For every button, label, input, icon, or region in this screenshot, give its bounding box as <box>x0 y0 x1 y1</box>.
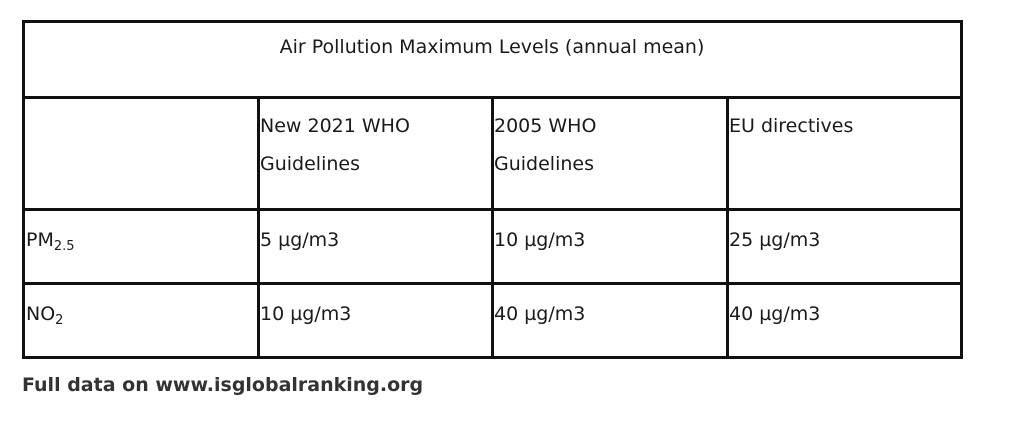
table-cell: 25 µg/m3 <box>729 229 821 251</box>
table-cell: 40 µg/m3 <box>494 303 586 325</box>
row-line <box>22 282 963 285</box>
column-header: New 2021 WHO Guidelines <box>260 115 410 175</box>
column-line <box>257 96 260 358</box>
column-header: 2005 WHO Guidelines <box>494 115 597 175</box>
column-header: EU directives <box>729 115 854 137</box>
row-line <box>22 208 963 211</box>
table-title: Air Pollution Maximum Levels (annual mea… <box>279 36 705 58</box>
table-cell: 5 µg/m3 <box>260 229 340 251</box>
row-label: NO2 <box>26 295 63 333</box>
row-label-text: PM <box>26 229 54 251</box>
column-line <box>491 96 494 358</box>
row-label-text: NO <box>26 303 56 325</box>
title-row-border <box>22 20 963 99</box>
table-cell: 10 µg/m3 <box>494 229 586 251</box>
table-cell: 10 µg/m3 <box>260 303 352 325</box>
row-label-subscript: 2 <box>55 313 64 328</box>
row-label: PM2.5 <box>26 221 75 259</box>
row-label-subscript: 2.5 <box>53 239 75 254</box>
table-cell: 40 µg/m3 <box>729 303 821 325</box>
footer-note: Full data on www.isglobalranking.org <box>22 374 424 396</box>
column-line <box>726 96 729 358</box>
